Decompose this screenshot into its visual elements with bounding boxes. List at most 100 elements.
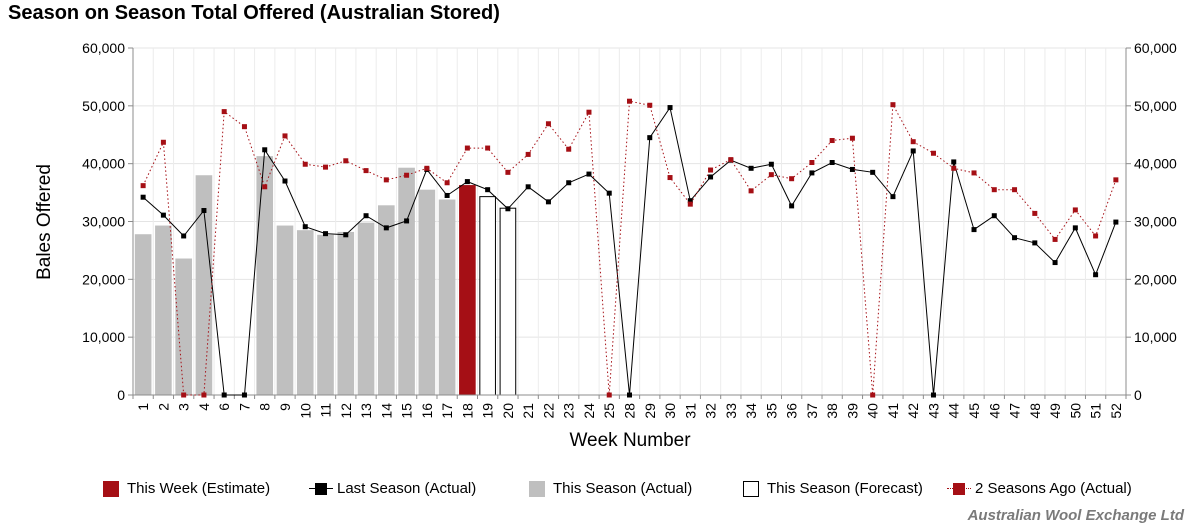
point-last-season-actual-51 [1093,272,1099,278]
bar-this-season-forecast--19 [479,196,496,396]
x-tick-label-19: 19 [480,403,496,419]
point-2-seasons-ago-actual-16 [424,165,430,171]
point-last-season-actual-3 [181,233,187,239]
point-2-seasons-ago-actual-13 [363,168,369,174]
point-last-season-actual-17 [444,192,450,198]
x-tick-label-15: 15 [399,403,415,419]
x-tick-label-32: 32 [703,403,719,419]
x-tick-label-13: 13 [358,403,374,419]
point-2-seasons-ago-actual-24 [586,109,592,115]
y-tick-label-left-3: 30,000 [82,214,125,230]
point-2-seasons-ago-actual-4 [201,392,207,398]
x-tick-label-34: 34 [743,403,759,419]
series-lines [140,98,1119,398]
point-2-seasons-ago-actual-25 [606,392,612,398]
point-last-season-actual-42 [910,148,916,154]
bar-this-season-actual--10 [296,230,314,395]
x-tick-label-9: 9 [277,403,293,411]
x-tick-label-31: 31 [682,403,698,419]
point-2-seasons-ago-actual-12 [343,158,349,164]
point-2-seasons-ago-actual-48 [1032,210,1038,216]
point-last-season-actual-38 [829,160,835,166]
legend-label-this-week: This Week (Estimate) [127,480,271,497]
point-2-seasons-ago-actual-29 [647,102,653,108]
x-tick-label-52: 52 [1108,403,1124,419]
point-2-seasons-ago-actual-21 [525,151,531,157]
point-last-season-actual-2 [160,212,166,218]
x-tick-label-18: 18 [459,403,475,419]
x-tick-label-3: 3 [176,403,192,411]
x-tick-label-48: 48 [1027,403,1043,419]
point-2-seasons-ago-actual-2 [160,139,166,145]
bar-this-season-actual--3 [175,258,192,395]
legend-label-two-seasons-ago: 2 Seasons Ago (Actual) [975,480,1132,497]
legend-two-seasons-ago: 2 Seasons Ago (Actual) [947,480,1132,497]
point-2-seasons-ago-actual-41 [890,102,896,108]
bars [134,156,517,396]
x-axis-label: Week Number [569,430,691,451]
y-tick-label-left-1: 10,000 [82,329,125,345]
y-tick-label-right-4: 40,000 [1134,156,1177,172]
x-tick-label-41: 41 [885,403,901,419]
point-2-seasons-ago-actual-6 [221,109,227,115]
point-last-season-actual-11 [323,231,329,237]
x-tick-label-11: 11 [318,403,334,418]
x-tick-label-20: 20 [500,403,516,419]
legend-forecast: This Season (Forecast) [743,480,923,497]
point-2-seasons-ago-actual-30 [667,175,673,181]
legend-label-last-season: Last Season (Actual) [337,480,477,497]
point-last-season-actual-32 [708,174,714,180]
point-last-season-actual-14 [383,225,389,231]
legend-swatch-this-season [529,480,545,497]
x-tick-label-17: 17 [439,403,455,419]
point-2-seasons-ago-actual-36 [789,176,795,182]
point-2-seasons-ago-actual-28 [627,98,632,104]
x-tick-label-6: 6 [216,403,232,411]
x-tick-label-4: 4 [196,403,212,411]
point-2-seasons-ago-actual-14 [383,177,389,183]
x-tick-label-51: 51 [1088,403,1104,419]
x-tick-label-42: 42 [905,403,921,419]
point-2-seasons-ago-actual-45 [971,170,977,176]
point-2-seasons-ago-actual-34 [748,188,754,194]
point-2-seasons-ago-actual-52 [1113,177,1119,183]
y-tick-label-left-4: 40,000 [82,156,125,172]
legend-swatch-forecast [743,480,759,497]
point-2-seasons-ago-actual-22 [545,121,551,127]
x-tick-label-23: 23 [561,403,577,419]
point-2-seasons-ago-actual-15 [404,172,410,178]
point-last-season-actual-10 [302,224,308,230]
bar-this-season-actual--2 [155,225,172,395]
chart-title: Season on Season Total Offered (Australi… [8,2,500,24]
point-last-season-actual-30 [667,105,673,111]
point-2-seasons-ago-actual-3 [181,392,187,398]
x-tick-label-46: 46 [986,403,1002,419]
legend-swatch-last-season [309,481,333,497]
point-2-seasons-ago-actual-18 [464,145,470,151]
point-last-season-actual-13 [363,213,369,219]
point-2-seasons-ago-actual-49 [1052,236,1058,242]
legend-this-week: This Week (Estimate) [103,480,270,497]
x-tick-label-24: 24 [581,403,597,419]
point-2-seasons-ago-actual-11 [323,164,329,170]
y-tick-label-right-3: 30,000 [1134,214,1177,230]
point-last-season-actual-8 [262,147,268,153]
bar-this-season-forecast--20 [499,207,517,396]
x-tick-label-25: 25 [601,403,617,419]
point-last-season-actual-41 [890,194,896,200]
point-last-season-actual-9 [282,178,288,184]
bar-this-season-actual--17 [438,199,456,395]
point-2-seasons-ago-actual-35 [768,172,774,178]
point-last-season-actual-23 [566,180,572,186]
point-last-season-actual-19 [485,187,491,193]
point-last-season-actual-45 [971,227,977,233]
gridlines [132,47,1127,395]
point-2-seasons-ago-actual-51 [1093,233,1099,239]
point-last-season-actual-48 [1032,240,1038,246]
point-last-season-actual-36 [789,203,795,209]
legend-this-season: This Season (Actual) [529,480,692,497]
point-last-season-actual-12 [343,232,349,238]
bar-this-season-actual--15 [398,167,415,395]
bar-this-season-actual--16 [418,189,436,395]
